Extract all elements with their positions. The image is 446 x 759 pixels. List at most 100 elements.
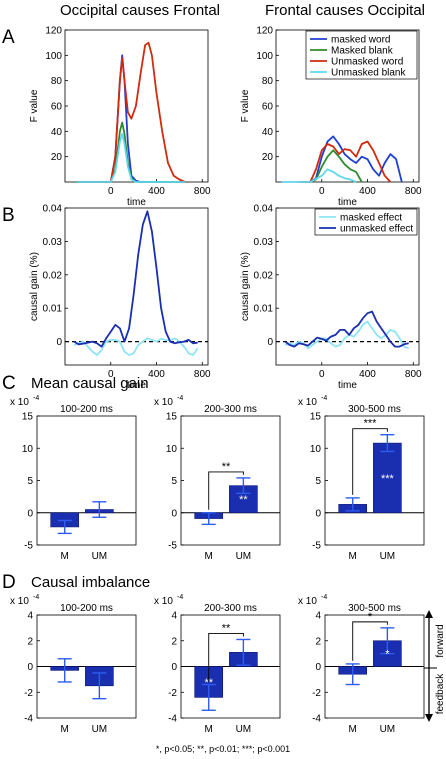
y-tick-label: 100 — [256, 51, 273, 62]
y-tick-label: 0 — [27, 662, 33, 673]
y-tick-label: 0 — [27, 508, 33, 519]
x-category-label: UM — [92, 551, 108, 562]
x-axis-label: time — [338, 197, 357, 208]
y-tick-label: 0.01 — [254, 304, 274, 315]
legend-entry: unmasked effect — [340, 224, 413, 235]
subplot-title: 200-300 ms — [204, 603, 257, 614]
panel-letter-d: D — [2, 572, 16, 593]
in-bar-significance: ** — [239, 494, 248, 506]
y-tick-label: 0.04 — [254, 204, 274, 215]
x-category-label: UM — [236, 551, 252, 562]
chart-c-2: 200-300 ms -5 0 5 10 15 M UM ** ** — [166, 404, 281, 562]
y-tick-label: 40 — [51, 127, 63, 138]
y-tick-label: 5 — [315, 476, 321, 487]
y-tick-label: 0 — [315, 508, 321, 519]
scale-label-c-1-exp: -4 — [33, 395, 39, 402]
x-axis-label: time — [338, 380, 357, 391]
column-title-left: Occipital causes Frontal — [60, 2, 220, 19]
y-tick-label: 0 — [315, 662, 321, 673]
x-tick-label: 400 — [359, 186, 376, 197]
chart-a-right: 0 400 800 20 40 60 80 100 120 time F value masked w… — [240, 26, 422, 209]
x-category-label: UM — [380, 724, 396, 735]
significance-bracket: ** — [208, 461, 244, 510]
x-tick-label: 400 — [148, 369, 165, 380]
significance-bracket: * — [352, 611, 388, 661]
subplot-title: 300-500 ms — [348, 603, 401, 614]
panel-letter-c: C — [2, 373, 16, 394]
bracket-line — [208, 633, 244, 682]
y-tick-label: 5 — [27, 476, 33, 487]
x-axis-label: time — [127, 380, 146, 391]
y-axis-label: F value — [29, 89, 40, 122]
chart-c-1: 100-200 ms -5 0 5 10 15 M UM — [22, 404, 137, 562]
legend-entry: Masked blank — [331, 46, 394, 57]
subplot-title: 200-300 ms — [204, 404, 257, 415]
chart-b-right: 0 400 800 0 0.01 0.02 0.03 0.04 time causal gain … — [240, 204, 422, 392]
column-title-right: Frontal causes Occipital — [265, 2, 425, 19]
y-tick-label: 2 — [171, 636, 177, 647]
x-axis-label: time — [127, 197, 146, 208]
series-line-unmasked-effect — [73, 210, 198, 348]
section-title-c: Mean causal gain — [31, 375, 149, 392]
x-category-label: M — [205, 724, 213, 735]
chart-c-3: 300-500 ms -5 0 5 10 15 M UM *** *** — [310, 404, 425, 562]
y-tick-label: -2 — [24, 688, 33, 699]
legend-entry: Unmasked word — [331, 57, 403, 68]
significance-footnote: *, p<0.05; **, p<0.01; ***; p<0.001 — [156, 744, 290, 754]
scale-label-c: x 10 -4 x 10 -4 x 10 -4 — [10, 395, 327, 408]
y-tick-label: 4 — [171, 611, 177, 622]
y-tick-label: -4 — [168, 714, 177, 725]
direction-label-feedback: feedback — [435, 673, 446, 715]
chart-d-2: 200-300 ms -4 -2 0 2 4 M ** UM ** — [168, 603, 281, 735]
bracket-line — [352, 621, 388, 661]
chart-b-left: 0 400 800 0 0.01 0.02 0.03 0.04 time causal gain … — [29, 204, 211, 392]
y-tick-label: 0 — [171, 662, 177, 673]
x-tick-label: 800 — [194, 186, 211, 197]
x-tick-label: 0 — [108, 369, 114, 380]
y-tick-label: 4 — [315, 611, 321, 622]
scale-label-c-2: x 10 — [154, 397, 173, 408]
y-tick-label: -5 — [24, 541, 33, 552]
legend-box — [314, 208, 418, 236]
in-bar-significance: * — [385, 649, 390, 661]
direction-arrow-up-head — [425, 610, 433, 618]
series-line-unmasked-word — [76, 41, 186, 183]
y-tick-label: 2 — [315, 636, 321, 647]
y-tick-label: 20 — [51, 152, 63, 163]
y-tick-label: 15 — [310, 412, 322, 423]
bar-um — [373, 442, 402, 514]
x-tick-label: 800 — [405, 186, 422, 197]
y-tick-label: 100 — [45, 51, 62, 62]
series-line-unmasked-word — [298, 140, 392, 183]
y-axis-label: causal gain (%) — [240, 252, 251, 321]
subplot-title: 100-200 ms — [60, 404, 113, 415]
series-line-unmasked-blank — [281, 168, 357, 183]
x-category-label: UM — [380, 551, 396, 562]
bracket-line — [352, 428, 388, 495]
x-tick-label: 800 — [405, 369, 422, 380]
direction-indicator: forward feedback — [421, 610, 446, 722]
y-tick-label: 60 — [262, 102, 274, 113]
x-tick-label: 0 — [108, 186, 114, 197]
scale-label-c-3-exp: -4 — [321, 395, 327, 402]
panel-letter-a: A — [2, 27, 15, 48]
section-title-d: Causal imbalance — [31, 574, 150, 591]
direction-arrow-down-head — [425, 714, 433, 722]
y-tick-label: 0 — [267, 337, 273, 348]
y-tick-label: -2 — [312, 688, 321, 699]
legend-entry: Unmasked blank — [331, 68, 406, 79]
y-tick-label: 5 — [171, 476, 177, 487]
y-tick-label: 0.03 — [254, 237, 274, 248]
significance-bracket: *** — [352, 418, 388, 495]
y-tick-label: 0.03 — [43, 237, 63, 248]
panel-letter-b: B — [2, 205, 15, 226]
y-tick-label: 120 — [256, 26, 273, 37]
scale-label-d-3: x 10 — [298, 596, 317, 607]
scale-label-c-1: x 10 — [10, 397, 29, 408]
in-bar-significance: ** — [204, 677, 213, 689]
significance-bracket: ** — [208, 622, 244, 682]
y-tick-label: 0.02 — [254, 270, 274, 281]
